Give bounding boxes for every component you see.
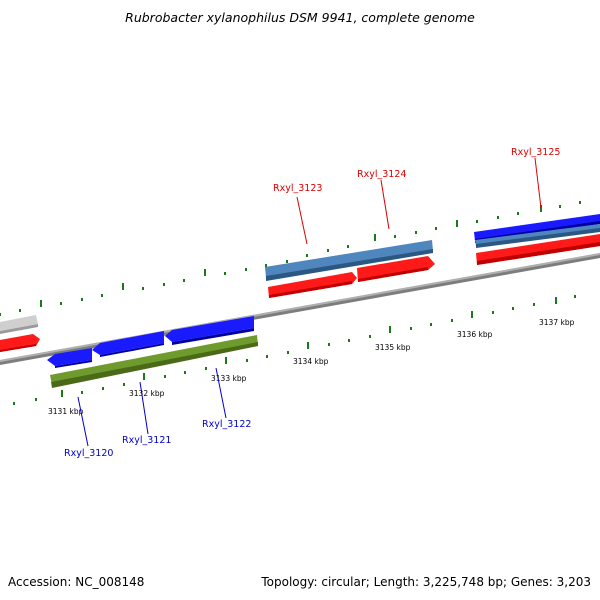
label-rxyl-3122: Rxyl_3122 <box>202 419 251 430</box>
tick-label-3135: 3135 kbp <box>375 343 411 352</box>
label-rxyl-3123: Rxyl_3123 <box>273 183 322 194</box>
genome-summary-text: Topology: circular; Length: 3,225,748 bp… <box>261 575 591 589</box>
gene-red-right[interactable] <box>476 234 600 265</box>
page-title: Rubrobacter xylanophilus DSM 9941, compl… <box>125 10 475 25</box>
tick-label-3131: 3131 kbp <box>48 407 84 416</box>
tick-label-3133: 3133 kbp <box>211 374 247 383</box>
gene-olive-band[interactable] <box>50 335 258 388</box>
lower-ruler <box>13 295 576 405</box>
label-rxyl-3121: Rxyl_3121 <box>122 435 171 446</box>
tick-label-3132: 3132 kbp <box>129 389 165 398</box>
label-rxyl-3124: Rxyl_3124 <box>357 169 406 180</box>
gene-rxyl-3123[interactable] <box>265 240 433 281</box>
gene-rxyl-3124[interactable] <box>357 256 435 282</box>
tick-label-3137: 3137 kbp <box>539 318 575 327</box>
label-rxyl-3120: Rxyl_3120 <box>64 448 113 459</box>
accession-text: Accession: NC_008148 <box>8 575 145 589</box>
gene-rxyl-3122[interactable] <box>165 316 254 345</box>
label-leaders <box>77 157 542 447</box>
tick-label-3136: 3136 kbp <box>457 330 493 339</box>
gene-rxyl-3120[interactable] <box>47 348 92 368</box>
gene-left-partial-red[interactable] <box>0 334 40 352</box>
gene-red-under-3123[interactable] <box>268 272 357 298</box>
gene-rxyl-3121[interactable] <box>92 331 164 357</box>
tick-label-3134: 3134 kbp <box>293 357 329 366</box>
gene-labels: Rxyl_3123 Rxyl_3124 Rxyl_3125 Rxyl_3120 … <box>64 147 560 459</box>
label-rxyl-3125: Rxyl_3125 <box>511 147 560 158</box>
gene-rxyl-3125[interactable] <box>474 214 600 248</box>
gene-left-partial-grey[interactable] <box>0 315 38 334</box>
tick-labels: 3131 kbp 3132 kbp 3133 kbp 3134 kbp 3135… <box>48 318 575 416</box>
